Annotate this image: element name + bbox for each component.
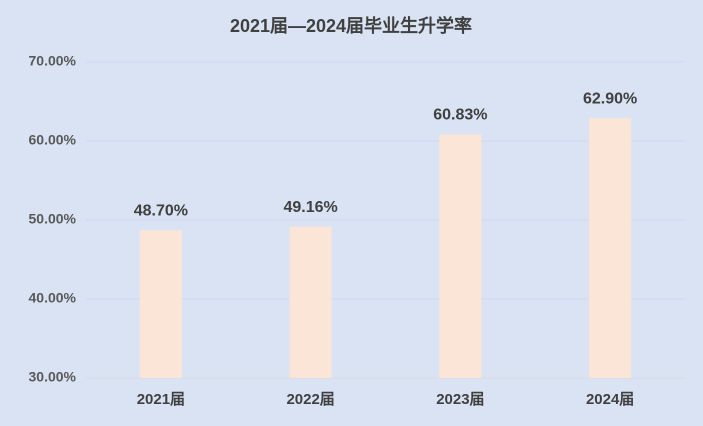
x-tick-label: 2022届 [286,391,334,408]
chart-title: 2021届—2024届毕业生升学率 [230,15,472,36]
y-tick-label: 40.00% [29,290,77,306]
bar [139,230,182,378]
x-tick-label: 2023届 [436,391,484,408]
x-tick-label: 2024届 [586,391,634,408]
y-tick-label: 50.00% [29,211,77,227]
bar [589,118,632,378]
value-label: 49.16% [283,199,337,216]
bar [289,226,332,378]
value-label: 62.90% [583,90,637,107]
y-tick-label: 30.00% [29,369,77,385]
x-tick-label: 2021届 [137,391,185,408]
y-tick-label: 60.00% [29,132,77,148]
bar [439,134,482,378]
y-tick-label: 70.00% [29,53,77,69]
value-label: 60.83% [433,107,487,124]
value-label: 48.70% [134,202,188,219]
